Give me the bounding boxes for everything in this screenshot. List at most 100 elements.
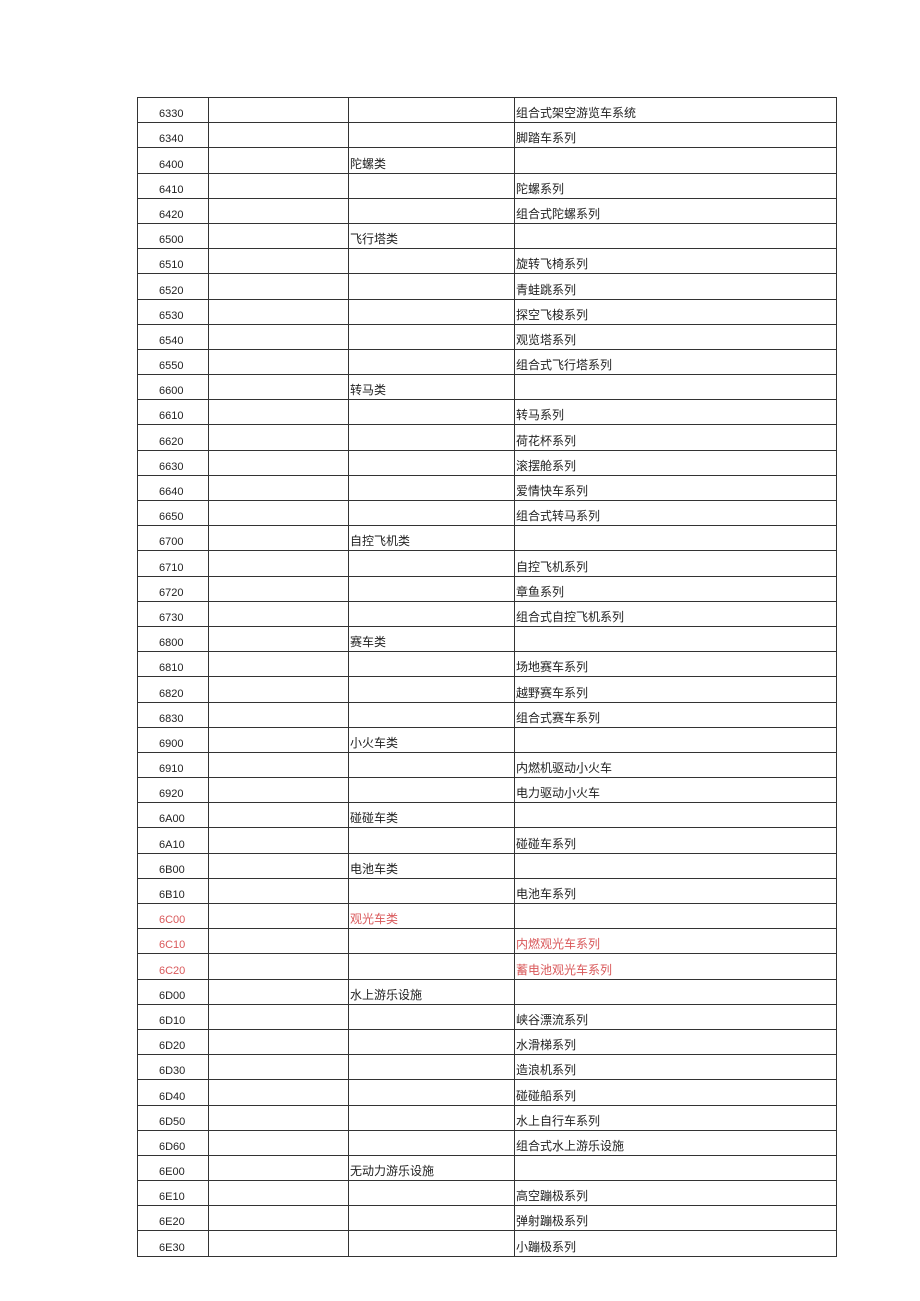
table-row: 6D60 组合式水上游乐设施 <box>137 1129 837 1156</box>
table-row: 6A10 碰碰车系列 <box>137 827 837 854</box>
code-cell: 6900 <box>137 726 209 753</box>
category-cell <box>348 499 515 527</box>
category-cell <box>348 449 515 476</box>
blank-cell <box>208 1154 349 1182</box>
category-cell: 电池车类 <box>348 852 515 879</box>
item-cell: 脚踏车系列 <box>514 122 837 149</box>
code-cell: 6500 <box>137 222 209 250</box>
table-row: 6510 旋转飞椅系列 <box>137 248 837 275</box>
code-cell: 6D10 <box>137 1003 209 1030</box>
item-cell: 造浪机系列 <box>514 1054 837 1081</box>
item-cell: 滚摆舱系列 <box>514 449 837 476</box>
code-cell: 6620 <box>137 424 209 451</box>
code-cell: 6610 <box>137 399 209 426</box>
item-cell: 小蹦极系列 <box>514 1230 837 1257</box>
table-row: 6E20 弹射蹦极系列 <box>137 1205 837 1232</box>
item-cell <box>514 1154 837 1182</box>
code-cell: 6330 <box>137 96 209 124</box>
code-cell: 6B00 <box>137 852 209 879</box>
table-row: 6330 组合式架空游览车系统 <box>137 96 837 124</box>
category-cell <box>348 399 515 426</box>
category-cell: 观光车类 <box>348 902 515 930</box>
code-cell: 6520 <box>137 273 209 300</box>
blank-cell <box>208 1230 349 1257</box>
code-cell: 6650 <box>137 499 209 527</box>
category-cell: 碰碰车类 <box>348 802 515 829</box>
table-row: 6E10 高空蹦极系列 <box>137 1180 837 1207</box>
code-cell: 6710 <box>137 550 209 577</box>
table-row: 6530 探空飞梭系列 <box>137 298 837 325</box>
code-cell: 6640 <box>137 474 209 502</box>
table-row: 6810 场地赛车系列 <box>137 651 837 678</box>
item-cell <box>514 625 837 653</box>
blank-cell <box>208 323 349 350</box>
blank-cell <box>208 877 349 905</box>
code-cell: 6530 <box>137 298 209 325</box>
category-cell <box>348 676 515 703</box>
category-cell <box>348 575 515 602</box>
item-cell: 爱情快车系列 <box>514 474 837 502</box>
category-cell <box>348 96 515 124</box>
category-cell: 陀螺类 <box>348 147 515 174</box>
table-row: 6D10 峡谷漂流系列 <box>137 1003 837 1030</box>
category-cell <box>348 701 515 728</box>
item-cell: 青蛙跳系列 <box>514 273 837 300</box>
category-cell <box>348 1230 515 1257</box>
code-cell: 6550 <box>137 348 209 376</box>
table-row: 6550 组合式飞行塔系列 <box>137 348 837 376</box>
table-row: 6620 荷花杯系列 <box>137 424 837 451</box>
table-row: 6800 赛车类 <box>137 625 837 653</box>
table-row: 6500 飞行塔类 <box>137 222 837 250</box>
category-cell <box>348 474 515 502</box>
item-cell <box>514 222 837 250</box>
table-row: 6920 电力驱动小火车 <box>137 777 837 804</box>
code-cell: 6410 <box>137 172 209 199</box>
category-cell <box>348 197 515 224</box>
table-row: 6710 自控飞机系列 <box>137 550 837 577</box>
category-cell <box>348 172 515 199</box>
blank-cell <box>208 449 349 476</box>
category-cell <box>348 122 515 149</box>
blank-cell <box>208 96 349 124</box>
blank-cell <box>208 399 349 426</box>
code-cell: 6600 <box>137 374 209 401</box>
category-cell <box>348 273 515 300</box>
table-row: 6410 陀螺系列 <box>137 172 837 199</box>
blank-cell <box>208 122 349 149</box>
code-cell: 6720 <box>137 575 209 602</box>
category-cell <box>348 348 515 376</box>
item-cell: 荷花杯系列 <box>514 424 837 451</box>
item-cell: 电力驱动小火车 <box>514 777 837 804</box>
blank-cell <box>208 802 349 829</box>
table-row: 6C20 蓄电池观光车系列 <box>137 953 837 980</box>
blank-cell <box>208 1180 349 1207</box>
table-row: 6C10 内燃观光车系列 <box>137 928 837 955</box>
category-cell: 赛车类 <box>348 625 515 653</box>
code-cell: 6910 <box>137 751 209 779</box>
table-row: 6700 自控飞机类 <box>137 525 837 552</box>
item-cell: 越野赛车系列 <box>514 676 837 703</box>
blank-cell <box>208 298 349 325</box>
code-cell: 6830 <box>137 701 209 728</box>
item-cell: 电池车系列 <box>514 877 837 905</box>
category-cell <box>348 1028 515 1056</box>
item-cell: 峡谷漂流系列 <box>514 1003 837 1030</box>
blank-cell <box>208 222 349 250</box>
blank-cell <box>208 147 349 174</box>
item-cell: 碰碰车系列 <box>514 827 837 854</box>
blank-cell <box>208 1205 349 1232</box>
category-cell: 飞行塔类 <box>348 222 515 250</box>
item-cell <box>514 374 837 401</box>
table-row: 6730 组合式自控飞机系列 <box>137 600 837 627</box>
table-row: 6600 转马类 <box>137 374 837 401</box>
code-cell: 6820 <box>137 676 209 703</box>
category-cell <box>348 1054 515 1081</box>
code-cell: 6D30 <box>137 1054 209 1081</box>
category-cell <box>348 1205 515 1232</box>
table-row: 6340 脚踏车系列 <box>137 122 837 149</box>
blank-cell <box>208 575 349 602</box>
code-cell: 6800 <box>137 625 209 653</box>
item-cell: 场地赛车系列 <box>514 651 837 678</box>
item-cell: 组合式赛车系列 <box>514 701 837 728</box>
table-row: 6720 章鱼系列 <box>137 575 837 602</box>
